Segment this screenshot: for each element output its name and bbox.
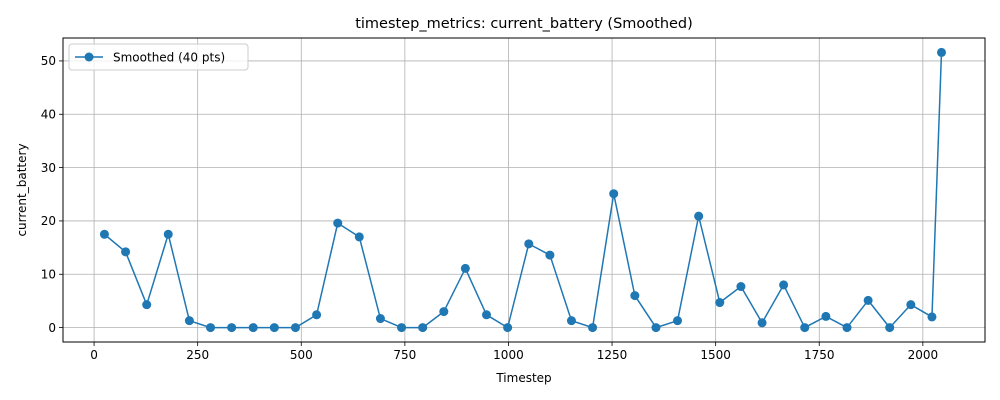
data-point bbox=[375, 314, 385, 324]
x-tick-label: 0 bbox=[90, 348, 98, 362]
x-tick-label: 1500 bbox=[700, 348, 731, 362]
series-layer bbox=[99, 47, 946, 333]
legend-box bbox=[68, 43, 249, 71]
data-point bbox=[673, 316, 683, 326]
data-point bbox=[630, 291, 640, 301]
data-point bbox=[936, 47, 946, 57]
data-point bbox=[609, 189, 619, 199]
data-point bbox=[227, 323, 237, 333]
y-tick-label: 20 bbox=[41, 214, 56, 228]
data-point bbox=[333, 218, 343, 228]
y-tick-label: 30 bbox=[41, 161, 56, 175]
data-point bbox=[757, 318, 767, 328]
legend-label: Smoothed (40 pts) bbox=[113, 51, 225, 65]
data-point bbox=[736, 282, 746, 292]
data-point bbox=[800, 323, 810, 333]
y-axis-ticks: 0 10 20 30 40 50 bbox=[41, 54, 63, 335]
y-tick-label: 0 bbox=[48, 321, 56, 335]
x-tick-label: 1250 bbox=[597, 348, 628, 362]
data-point bbox=[524, 239, 534, 249]
legend-marker-swatch bbox=[84, 52, 94, 62]
x-tick-label: 500 bbox=[290, 348, 313, 362]
y-tick-label: 10 bbox=[41, 268, 56, 282]
data-point bbox=[121, 247, 131, 257]
data-point bbox=[779, 280, 789, 290]
data-point bbox=[439, 307, 449, 317]
data-point bbox=[397, 323, 407, 333]
data-point bbox=[503, 323, 513, 333]
data-point bbox=[99, 229, 109, 239]
data-point bbox=[418, 323, 428, 333]
data-point bbox=[206, 323, 216, 333]
data-point bbox=[460, 263, 470, 273]
x-axis-ticks: 0 250 500 750 1000 1250 1500 1750 2000 bbox=[90, 342, 938, 362]
data-point bbox=[651, 323, 661, 333]
plot-frame bbox=[62, 37, 986, 343]
data-point bbox=[863, 295, 873, 305]
data-point bbox=[142, 300, 152, 310]
x-axis-label: Timestep bbox=[495, 371, 551, 385]
data-point bbox=[248, 323, 258, 333]
data-point bbox=[163, 229, 173, 239]
chart-title: timestep_metrics: current_battery (Smoot… bbox=[355, 16, 693, 32]
data-point bbox=[481, 310, 491, 320]
grid-lines bbox=[63, 38, 985, 342]
data-point bbox=[545, 250, 555, 260]
data-point bbox=[906, 300, 916, 310]
data-point bbox=[885, 323, 895, 333]
data-point bbox=[842, 323, 852, 333]
data-point bbox=[694, 211, 704, 221]
data-point bbox=[566, 316, 576, 326]
data-point bbox=[354, 232, 364, 242]
data-point bbox=[715, 298, 725, 308]
x-tick-label: 1000 bbox=[493, 348, 524, 362]
legend: Smoothed (40 pts) bbox=[68, 43, 249, 71]
data-point bbox=[821, 311, 831, 321]
data-point bbox=[927, 312, 937, 322]
data-point bbox=[290, 323, 300, 333]
data-point bbox=[269, 323, 279, 333]
y-tick-label: 40 bbox=[41, 108, 56, 122]
x-tick-label: 250 bbox=[186, 348, 209, 362]
data-point bbox=[312, 310, 322, 320]
x-tick-label: 2000 bbox=[908, 348, 939, 362]
x-tick-label: 750 bbox=[393, 348, 416, 362]
data-point bbox=[184, 316, 194, 326]
x-tick-label: 1750 bbox=[804, 348, 835, 362]
data-point bbox=[588, 323, 598, 333]
y-axis-label: current_battery bbox=[15, 143, 29, 236]
y-tick-label: 50 bbox=[41, 54, 56, 68]
